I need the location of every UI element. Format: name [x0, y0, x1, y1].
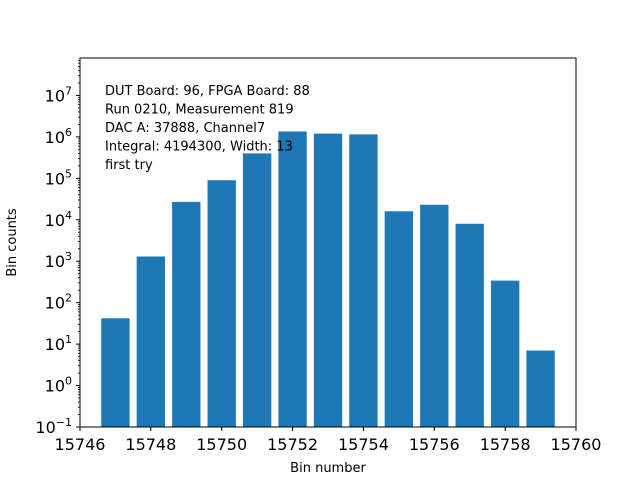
x-tick-label: 15758 [480, 435, 531, 454]
bar-15757 [455, 223, 484, 427]
annotation-line: Run 0210, Measurement 819 [105, 103, 294, 118]
bar-15756 [420, 204, 449, 427]
x-tick-label: 15756 [409, 435, 460, 454]
x-tick-label: 15754 [338, 435, 389, 454]
y-axis: 10−1 100 101 102 103 104 105 106 107 [35, 60, 80, 437]
bar-15752 [278, 131, 307, 427]
y-axis-label: Bin counts [5, 208, 20, 277]
x-axis: 15746 15748 15750 15752 15754 15756 15758 15760 [55, 427, 602, 454]
y-tick-label: 105 [45, 167, 72, 188]
bar-15751 [242, 153, 272, 427]
bar-15750 [207, 180, 236, 427]
x-tick-label: 15760 [551, 435, 602, 454]
bar-15747 [101, 318, 130, 427]
bar-15749 [172, 201, 201, 427]
annotation-line: first try [105, 158, 153, 173]
annotation-line: DUT Board: 96, FPGA Board: 88 [105, 84, 310, 99]
annotation-line: DAC A: 37888, Channel7 [105, 121, 265, 136]
y-tick-label: 103 [45, 250, 72, 271]
bar-15753 [313, 133, 343, 427]
bar-15759 [526, 350, 555, 427]
y-tick-label: 100 [45, 375, 72, 396]
y-tick-label: 102 [45, 292, 72, 313]
x-axis-label: Bin number [290, 461, 366, 476]
x-tick-label: 15746 [55, 435, 106, 454]
y-tick-label: 106 [45, 126, 72, 147]
bar-15754 [349, 134, 378, 428]
y-tick-label: 101 [45, 333, 72, 354]
bar-15758 [490, 280, 520, 427]
bar-15748 [136, 256, 166, 427]
x-tick-label: 15752 [267, 435, 318, 454]
x-tick-label: 15750 [196, 435, 247, 454]
y-tick-label: 104 [45, 209, 72, 230]
y-tick-label: 107 [45, 84, 72, 105]
bar-15755 [384, 211, 414, 427]
y-tick-label: 10−1 [35, 416, 72, 437]
x-tick-label: 15748 [125, 435, 176, 454]
bars-group [101, 131, 555, 428]
plot-frame [79, 57, 577, 428]
annotation-line: Integral: 4194300, Width: 13 [105, 140, 293, 155]
annotation-box: DUT Board: 96, FPGA Board: 88 Run 0210, M… [105, 84, 310, 173]
